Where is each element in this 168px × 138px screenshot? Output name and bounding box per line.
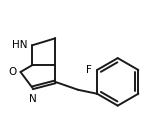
Text: HN: HN <box>12 40 28 50</box>
Text: O: O <box>8 67 17 77</box>
Text: F: F <box>86 65 92 75</box>
Text: N: N <box>29 94 36 104</box>
